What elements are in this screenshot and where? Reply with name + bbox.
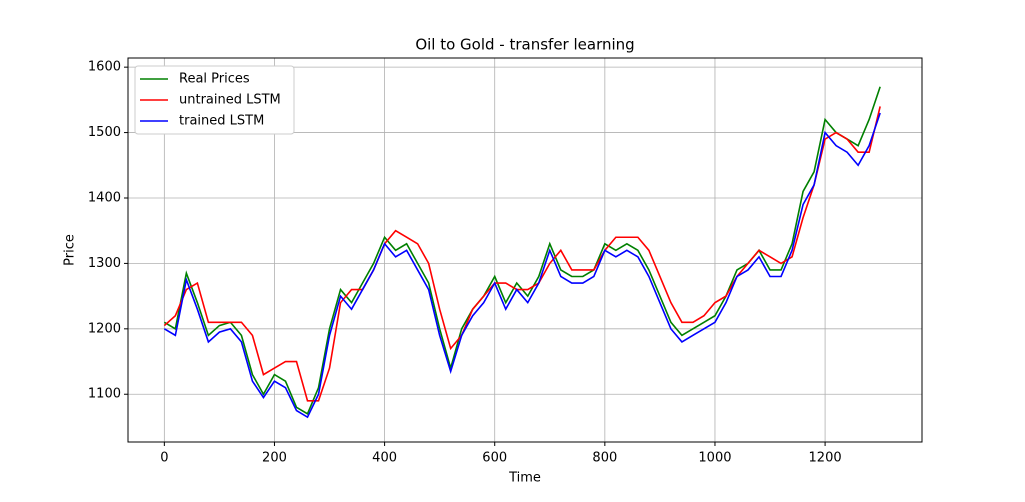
y-tick-label: 1200 <box>88 321 121 336</box>
x-tick-label: 1200 <box>809 451 842 466</box>
x-tick-label: 600 <box>482 451 507 466</box>
legend-box <box>134 65 295 135</box>
x-tick-label: 200 <box>262 451 287 466</box>
x-tick-label: 0 <box>160 451 168 466</box>
series-line <box>163 112 881 419</box>
x-tick-label: 800 <box>592 451 617 466</box>
plot-frame <box>127 57 923 443</box>
series-line <box>163 86 881 416</box>
x-tick-label: 1000 <box>698 451 731 466</box>
x-axis-label: Time <box>508 471 541 486</box>
y-axis-label: Price <box>63 234 78 266</box>
y-tick-label: 1100 <box>88 387 121 402</box>
legend-label: Real Prices <box>179 72 250 87</box>
series-line <box>163 106 881 402</box>
y-tick-label: 1600 <box>88 60 121 75</box>
y-tick-label: 1400 <box>88 190 121 205</box>
y-tick-label: 1500 <box>88 125 121 140</box>
chart-title: Oil to Gold - transfer learning <box>415 36 634 54</box>
y-tick-label: 1300 <box>88 256 121 271</box>
x-tick-label: 400 <box>372 451 397 466</box>
legend-label: untrained LSTM <box>179 93 281 108</box>
legend-label: trained LSTM <box>179 114 264 129</box>
